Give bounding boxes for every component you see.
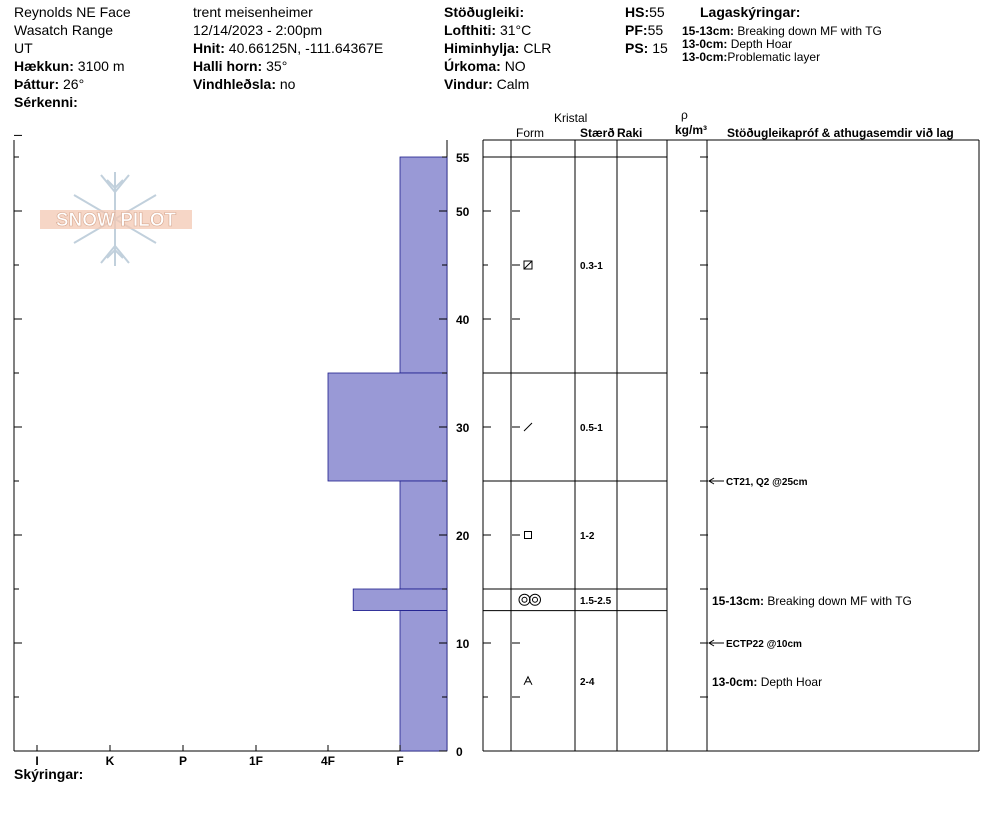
layer-size: 1.5-2.5: [580, 596, 612, 607]
layer-size: 0.3-1: [580, 261, 603, 272]
crystal-header: Kristal: [554, 111, 588, 125]
grain-form-faceted-rounded-icon: [523, 260, 533, 270]
grain-shape: [521, 596, 528, 603]
stability-test: ECTP22 @10cm: [726, 639, 802, 650]
datetime: 12/14/2023 - 2:00pm: [193, 22, 323, 38]
depth-tick-label: 10: [456, 637, 470, 651]
depth-tick-label: 30: [456, 421, 470, 435]
logo-text: SNOW PILOT: [56, 210, 177, 231]
state: UT: [14, 40, 33, 56]
grain-shape: [529, 593, 541, 606]
layer-note: 13-0cm:Problematic layer: [682, 50, 821, 64]
hardness-bar: [327, 372, 448, 482]
depth-tick-label: 0: [456, 745, 463, 759]
features: Sérkenni:: [14, 94, 78, 110]
depth-tick-label: 55: [456, 151, 470, 165]
grain-shape: [532, 596, 538, 603]
stability-test: CT21, Q2 @25cm: [726, 477, 808, 488]
hardness-bar: [399, 610, 448, 752]
hardness-tick-label: P: [179, 754, 187, 768]
grain-shape: [523, 260, 533, 270]
depth-tick-label: 50: [456, 205, 470, 219]
hardness-tick-label: 1F: [249, 754, 263, 768]
hardness-tick-label: F: [396, 754, 403, 768]
grain-form-precip-particle-icon: [523, 422, 533, 432]
layer-table: 0.3-1 0.5-1 1-2 1.5-2.5 2-4 CT21, Q2 @25cm ECT…: [482, 139, 980, 752]
hardness-bar: [352, 588, 448, 612]
wind-loading: Vindhleðsla: no: [193, 76, 296, 92]
grain-shape: [523, 422, 533, 432]
hardness-tick-label: K: [106, 754, 115, 768]
form-header: Form: [516, 126, 544, 140]
grain-form-depth-hoar-icon: [523, 675, 533, 686]
ps: PS: 15: [625, 40, 668, 56]
slope-angle: Halli horn: 35°: [193, 58, 288, 74]
hs: HS:55: [625, 4, 665, 20]
wind: Vindur: Calm: [444, 76, 530, 92]
grain-shape: [518, 593, 531, 606]
moisture-header: Raki: [617, 126, 643, 140]
air-temp: Lofthiti: 31°C: [444, 22, 532, 38]
location: Reynolds NE Face: [14, 4, 131, 20]
observer: trent meisenheimer: [193, 4, 313, 20]
precipitation: Úrkoma: NO: [444, 58, 526, 74]
hardness-tick-label: I: [35, 754, 38, 768]
grain-shape: [523, 675, 533, 686]
test-arrowhead: [708, 639, 715, 647]
notes-label: Skýringar:: [14, 766, 84, 782]
layer-note: 15-13cm: Breaking down MF with TG: [682, 24, 882, 38]
grain-shape: [523, 260, 533, 270]
logo-banner: [40, 210, 192, 229]
coordinates: Hnit: 40.66125N, -111.64367E: [193, 40, 384, 56]
hardness-tick-label: 4F: [321, 754, 335, 768]
pf: PF:55: [625, 22, 664, 38]
hardness-bars: [327, 156, 448, 752]
layer-note: 13-0cm: Depth Hoar: [682, 37, 793, 51]
density-symbol: ρ: [681, 108, 688, 122]
layer-comment: 15-13cm: Breaking down MF with TG: [712, 594, 912, 608]
tests-header: Stöðugleikapróf & athugasemdir við lag: [727, 126, 954, 140]
layer-size: 0.5-1: [580, 423, 603, 434]
density-unit: kg/m³: [675, 123, 708, 137]
stability: Stöðugleiki:: [444, 4, 525, 20]
range: Wasatch Range: [14, 22, 114, 38]
size-header: Stærð: [580, 126, 615, 140]
hardness-bar: [399, 156, 448, 374]
layer-comment: 13-0cm: Depth Hoar: [712, 675, 822, 689]
grain-shape: [524, 531, 532, 539]
grain-form-melt-forms-icon: [518, 593, 541, 606]
depth-tick-label: 20: [456, 529, 470, 543]
grain-form-faceted-icon: [524, 531, 532, 539]
sky-cover: Himinhylja: CLR: [444, 40, 552, 56]
layer-notes-title: Lagaskýringar:: [700, 4, 801, 20]
depth-tick-label: 40: [456, 313, 470, 327]
layer-size: 1-2: [580, 531, 595, 542]
aspect: Þáttur: 26°: [14, 76, 85, 92]
layer-size: 2-4: [580, 677, 595, 688]
elevation: Hækkun: 3100 m: [14, 58, 125, 74]
test-arrowhead: [708, 477, 715, 485]
